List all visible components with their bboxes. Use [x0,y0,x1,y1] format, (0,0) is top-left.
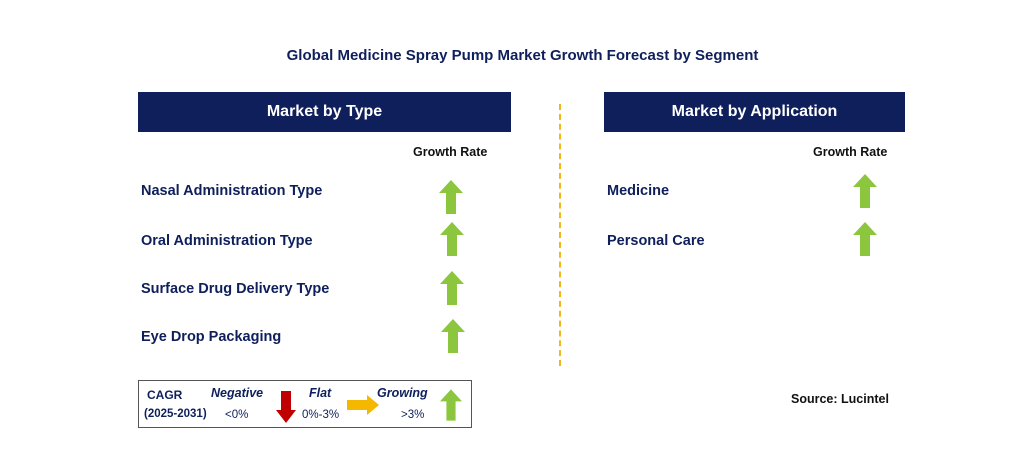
legend-period: (2025-2031) [144,408,207,420]
green-up-arrow-icon [440,389,462,421]
legend-flat-label: Flat [309,386,332,400]
market-by-type-header-label: Market by Type [266,103,383,120]
application-item-personal-care: Personal Care [607,233,705,249]
green-up-arrow-icon [440,271,464,305]
legend-negative-value: <0% [225,409,249,421]
type-item-surface-drug-delivery: Surface Drug Delivery Type [141,281,330,297]
legend-growing-label: Growing [377,386,428,400]
market-by-application-header: Market by Application [604,92,905,132]
green-up-arrow-icon [440,222,464,256]
type-item-oral-administration: Oral Administration Type [141,233,313,249]
legend-flat-value: 0%-3% [302,409,340,421]
source-note: Source: Lucintel [791,392,889,406]
cagr-legend: CAGR (2025-2031) Negative <0% Flat 0%-3%… [138,380,472,428]
panel-divider [559,104,561,366]
type-item-eye-drop-packaging: Eye Drop Packaging [141,329,282,345]
legend-growing-value: >3% [401,409,425,421]
market-by-application-header-label: Market by Application [671,103,838,120]
type-growth-rate-label: Growth Rate [413,145,488,159]
yellow-right-arrow-icon [347,395,379,415]
application-growth-rate-label: Growth Rate [813,145,888,159]
legend-cagr-label: CAGR [147,388,183,402]
red-down-arrow-icon [276,391,296,423]
type-item-nasal-administration: Nasal Administration Type [141,183,323,199]
application-item-medicine: Medicine [607,183,670,199]
green-up-arrow-icon [439,180,463,214]
legend-negative-label: Negative [211,386,264,400]
market-by-type-header: Market by Type [138,92,511,132]
green-up-arrow-icon [853,222,877,256]
diagram-title: Global Medicine Spray Pump Market Growth… [286,47,759,64]
green-up-arrow-icon [853,174,877,208]
green-up-arrow-icon [441,319,465,353]
